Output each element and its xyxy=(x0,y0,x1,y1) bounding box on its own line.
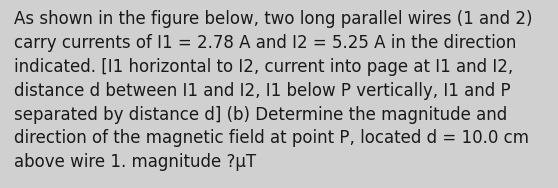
Text: As shown in the figure below, two long parallel wires (1 and 2)
carry currents o: As shown in the figure below, two long p… xyxy=(14,10,532,171)
